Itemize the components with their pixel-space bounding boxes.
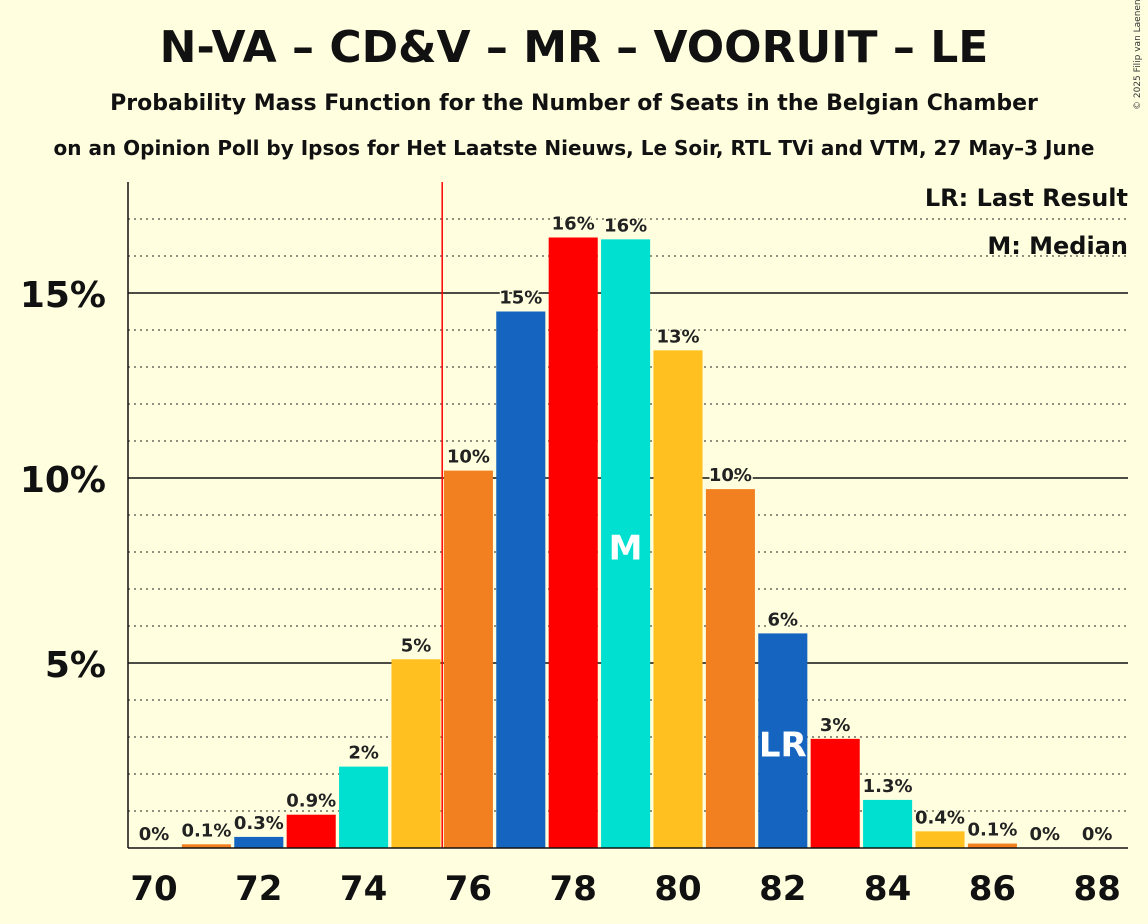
bar-data-label: 16%: [552, 214, 595, 235]
x-tick-label: 84: [864, 869, 911, 909]
bar-data-label: 0%: [1030, 824, 1061, 845]
legend-median: M: Median: [987, 232, 1128, 260]
bar-data-label: 15%: [499, 288, 542, 309]
bar-data-label: 13%: [656, 326, 699, 347]
x-tick-label: 80: [654, 869, 701, 909]
bar-seat-76: [443, 470, 493, 848]
bar-data-label: 0.4%: [915, 807, 965, 828]
chart-source-line: on an Opinion Poll by Ipsos for Het Laat…: [53, 136, 1095, 160]
bar-data-label: 10%: [447, 447, 490, 468]
bar-data-label: 3%: [820, 715, 851, 736]
bar-seat-84: [863, 799, 913, 848]
bar-seat-77: [496, 311, 546, 848]
bar-seat-75: [391, 659, 441, 848]
legend-last-result: LR: Last Result: [924, 184, 1128, 212]
bar-seat-81: [705, 489, 755, 848]
x-tick-label: 82: [759, 869, 806, 909]
bar-data-label: 0%: [139, 824, 170, 845]
x-tick-label: 70: [130, 869, 177, 909]
bar-data-label: 5%: [401, 635, 432, 656]
y-tick-label: 15%: [20, 275, 106, 316]
chart-subtitle: Probability Mass Function for the Number…: [110, 91, 1038, 116]
bar-data-label: 6%: [768, 609, 799, 630]
bar-data-label: 2%: [348, 743, 379, 764]
x-tick-label: 86: [969, 869, 1016, 909]
bar-seat-78: [548, 237, 598, 848]
bar-data-label: 0.1%: [181, 820, 231, 841]
bar-data-label: 1.3%: [863, 776, 913, 797]
x-tick-label: 72: [235, 869, 282, 909]
last-result-marker: LR: [759, 725, 807, 765]
y-tick-label: 10%: [20, 460, 106, 501]
bar-seat-86: [967, 843, 1017, 848]
bar-data-label: 0.9%: [286, 791, 336, 812]
median-marker: M: [609, 528, 643, 568]
y-tick-label: 5%: [45, 645, 106, 686]
bar-data-label: 0.3%: [234, 813, 284, 834]
bar-seat-79: [601, 239, 651, 849]
x-tick-label: 76: [445, 869, 492, 909]
bar-data-label: 0%: [1082, 824, 1113, 845]
x-tick-label: 88: [1074, 869, 1121, 909]
bar-data-label: 10%: [709, 465, 752, 486]
bar-data-label: 0.1%: [967, 820, 1017, 841]
bar-data-label: 16%: [604, 215, 647, 236]
chart-title: N-VA – CD&V – MR – VOORUIT – LE: [159, 22, 989, 73]
bar-seat-82: [758, 633, 808, 848]
bar-seat-71: [181, 844, 231, 848]
bar-seat-80: [653, 350, 703, 848]
bar-seat-72: [234, 836, 284, 848]
x-tick-label: 78: [550, 869, 597, 909]
bar-seat-83: [810, 738, 860, 848]
bar-seat-74: [339, 766, 389, 848]
bar-seat-73: [286, 814, 336, 848]
x-tick-label: 74: [340, 869, 387, 909]
bar-seat-85: [915, 831, 965, 848]
